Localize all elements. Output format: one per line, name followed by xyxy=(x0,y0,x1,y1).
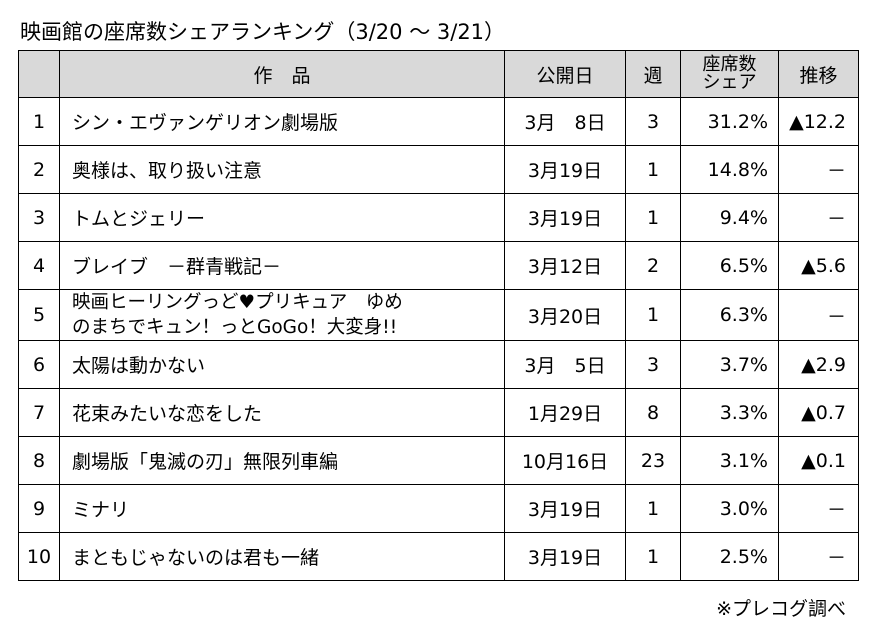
trend-cell: － xyxy=(778,193,859,242)
release-date-cell: 10月16日 xyxy=(504,436,626,485)
rank-cell: 2 xyxy=(18,145,60,194)
table-row: 3 トムとジェリー 3月19日 1 9.4% － xyxy=(18,193,859,242)
trend-cell: ▲12.2 xyxy=(778,97,859,146)
table-row: 4 ブレイブ －群青戦記－ 3月12日 2 6.5% ▲5.6 xyxy=(18,241,859,290)
share-cell: 2.5% xyxy=(680,532,779,581)
release-date-cell: 3月19日 xyxy=(504,532,626,581)
title-line: 奥様は、取り扱い注意 xyxy=(72,160,263,182)
title-cell: 太陽は動かない xyxy=(59,340,505,389)
week-cell: 1 xyxy=(625,289,681,341)
table-row: 7 花束みたいな恋をした 1月29日 8 3.3% ▲0.7 xyxy=(18,388,859,437)
week-cell: 1 xyxy=(625,484,681,533)
trend-cell: ▲0.1 xyxy=(778,436,859,485)
title-cell: トムとジェリー xyxy=(59,193,505,242)
share-cell: 3.7% xyxy=(680,340,779,389)
release-date-cell: 3月19日 xyxy=(504,193,626,242)
header-trend: 推移 xyxy=(778,50,859,98)
table-row: 2 奥様は、取り扱い注意 3月19日 1 14.8% － xyxy=(18,145,859,194)
share-cell: 3.3% xyxy=(680,388,779,437)
title-cell: 映画ヒーリングっど♥プリキュア ゆめ のまちでキュン！っとGoGo！大変身!! xyxy=(59,289,505,341)
trend-cell: ▲0.7 xyxy=(778,388,859,437)
share-cell: 31.2% xyxy=(680,97,779,146)
title-line: 映画ヒーリングっど♥プリキュア ゆめ xyxy=(72,292,403,313)
title-line: ブレイブ －群青戦記－ xyxy=(72,256,282,278)
title-line: ミナリ xyxy=(72,499,130,521)
trend-cell: － xyxy=(778,484,859,533)
week-cell: 1 xyxy=(625,145,681,194)
release-date-cell: 3月19日 xyxy=(504,145,626,194)
rank-cell: 1 xyxy=(18,97,60,146)
trend-cell: － xyxy=(778,289,859,341)
header-row: 作 品 公開日 週 座席数 シェア 推移 xyxy=(18,50,859,98)
header-share-line2: シェア xyxy=(702,72,757,93)
title-cell: ミナリ xyxy=(59,484,505,533)
table-row: 8 劇場版「鬼滅の刃」無限列車編 10月16日 23 3.1% ▲0.1 xyxy=(18,436,859,485)
title-line-2: のまちでキュン！っとGoGo！大変身!! xyxy=(72,317,398,338)
title-line: 太陽は動かない xyxy=(72,355,206,377)
rank-cell: 9 xyxy=(18,484,60,533)
week-cell: 1 xyxy=(625,193,681,242)
release-date-cell: 3月 8日 xyxy=(504,97,626,146)
trend-cell: － xyxy=(778,532,859,581)
week-cell: 3 xyxy=(625,340,681,389)
share-cell: 3.0% xyxy=(680,484,779,533)
table-row: 9 ミナリ 3月19日 1 3.0% － xyxy=(18,484,859,533)
table-row: 6 太陽は動かない 3月 5日 3 3.7% ▲2.9 xyxy=(18,340,859,389)
rank-cell: 10 xyxy=(18,532,60,581)
rank-cell: 3 xyxy=(18,193,60,242)
rank-cell: 8 xyxy=(18,436,60,485)
title-cell: 奥様は、取り扱い注意 xyxy=(59,145,505,194)
title-line: まともじゃないのは君も一緒 xyxy=(72,547,320,569)
title-cell: まともじゃないのは君も一緒 xyxy=(59,532,505,581)
header-title: 作 品 xyxy=(59,50,505,98)
rank-cell: 4 xyxy=(18,241,60,290)
header-release: 公開日 xyxy=(504,50,626,98)
header-share: 座席数 シェア xyxy=(680,50,779,98)
title-line: 花束みたいな恋をした xyxy=(72,403,263,425)
source-note: ※プレコグ調べ xyxy=(716,598,846,620)
title-cell: ブレイブ －群青戦記－ xyxy=(59,241,505,290)
rank-cell: 7 xyxy=(18,388,60,437)
title-cell: 劇場版「鬼滅の刃」無限列車編 xyxy=(59,436,505,485)
share-cell: 6.5% xyxy=(680,241,779,290)
share-cell: 6.3% xyxy=(680,289,779,341)
share-cell: 14.8% xyxy=(680,145,779,194)
header-rank xyxy=(18,50,60,98)
trend-cell: － xyxy=(778,145,859,194)
week-cell: 1 xyxy=(625,532,681,581)
release-date-cell: 3月19日 xyxy=(504,484,626,533)
page-title: 映画館の座席数シェアランキング（3/20 ～ 3/21） xyxy=(20,20,506,44)
week-cell: 2 xyxy=(625,241,681,290)
title-line: 劇場版「鬼滅の刃」無限列車編 xyxy=(72,451,339,473)
week-cell: 8 xyxy=(625,388,681,437)
week-cell: 23 xyxy=(625,436,681,485)
share-cell: 3.1% xyxy=(680,436,779,485)
trend-cell: ▲2.9 xyxy=(778,340,859,389)
ranking-table: 作 品 公開日 週 座席数 シェア 推移 1 シン・エヴァンゲリオン劇場版 3月 8… xyxy=(18,50,859,581)
title-cell: 花束みたいな恋をした xyxy=(59,388,505,437)
header-week: 週 xyxy=(625,50,681,98)
title-line: トムとジェリー xyxy=(72,208,206,230)
release-date-cell: 1月29日 xyxy=(504,388,626,437)
table-row: 5 映画ヒーリングっど♥プリキュア ゆめ のまちでキュン！っとGoGo！大変身!! 3… xyxy=(18,289,859,341)
table-row: 10 まともじゃないのは君も一緒 3月19日 1 2.5% － xyxy=(18,532,859,581)
rank-cell: 5 xyxy=(18,289,60,341)
share-cell: 9.4% xyxy=(680,193,779,242)
week-cell: 3 xyxy=(625,97,681,146)
release-date-cell: 3月20日 xyxy=(504,289,626,341)
rank-cell: 6 xyxy=(18,340,60,389)
release-date-cell: 3月 5日 xyxy=(504,340,626,389)
title-line: シン・エヴァンゲリオン劇場版 xyxy=(72,112,339,134)
trend-cell: ▲5.6 xyxy=(778,241,859,290)
header-share-line1: 座席数 xyxy=(702,54,757,75)
release-date-cell: 3月12日 xyxy=(504,241,626,290)
table-row: 1 シン・エヴァンゲリオン劇場版 3月 8日 3 31.2% ▲12.2 xyxy=(18,97,859,146)
title-cell: シン・エヴァンゲリオン劇場版 xyxy=(59,97,505,146)
